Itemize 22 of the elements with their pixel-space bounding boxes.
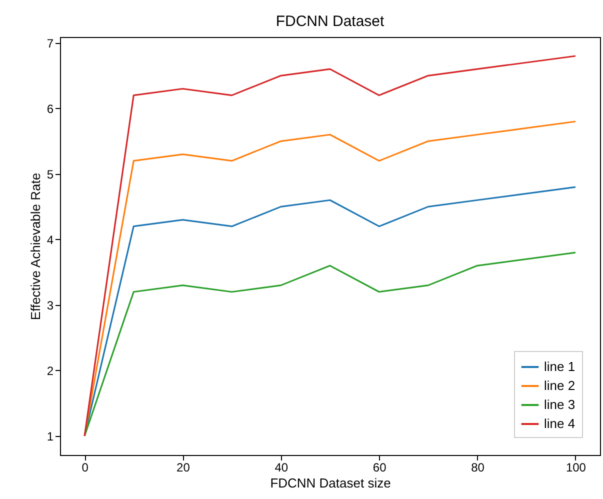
x-tick-label: 80: [471, 460, 485, 474]
legend-label: line 1: [544, 359, 576, 374]
x-tick-label: 60: [372, 460, 387, 474]
line-series: [84, 55, 576, 437]
y-tick-label: 7: [46, 36, 54, 50]
x-tick-label: 20: [176, 460, 190, 474]
x-axis-title: FDCNN Dataset size: [270, 476, 391, 490]
legend-label: line 2: [544, 378, 576, 393]
y-tick-label: 1: [46, 430, 54, 444]
chart-title: FDCNN Dataset: [276, 12, 386, 30]
legend-label: line 4: [544, 416, 576, 431]
y-tick-label: 2: [46, 364, 54, 378]
y-tick-label: 4: [46, 232, 54, 247]
legend-label: line 3: [544, 397, 576, 412]
y-tick-label: 5: [46, 167, 54, 182]
y-axis-title: Effective Achievable Rate: [28, 172, 43, 320]
line-series: [84, 252, 576, 437]
x-tick-label: 100: [566, 460, 586, 474]
y-tick-label: 6: [46, 102, 54, 116]
x-tick-label: 40: [274, 460, 288, 474]
y-tick-label: 3: [46, 298, 54, 312]
x-tick-label: 0: [82, 460, 89, 474]
